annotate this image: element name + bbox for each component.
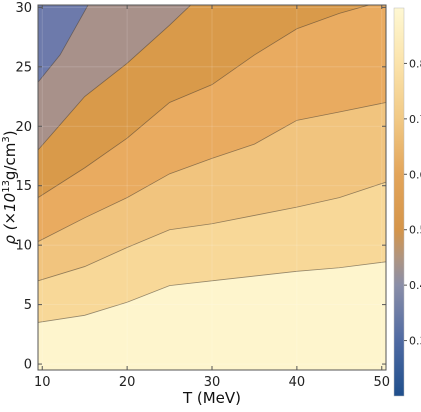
y-axis-label-close: ) [1,130,19,136]
y-tick-label: 10 [15,239,32,254]
y-tick-label: 25 [15,60,32,75]
x-axis-label: T (MeV) [182,389,241,407]
y-axis-label-exponent: 13 [1,180,12,193]
colorbar-tick-label: 0.3 [409,335,421,348]
contour-line [38,261,386,323]
y-tick-label: 0 [24,358,32,373]
y-tick-label: 20 [15,120,32,135]
contour-line [38,5,370,198]
x-tick-label: 20 [119,375,136,390]
colorbar [393,7,405,397]
y-tick-label: 15 [15,179,32,194]
x-tick-label: 30 [204,375,221,390]
contour-line [38,5,89,83]
contour-line [38,5,192,151]
y-axis-label-main: ρ (×10 [1,193,19,245]
x-tick-label: 10 [34,375,51,390]
colorbar-tick-label: 0.7 [409,113,421,126]
x-tick-label: 40 [289,375,306,390]
colorbar-tick-label: 0.8 [409,57,421,70]
y-axis-label-unit-exponent: 3 [1,136,12,142]
contour-line [38,102,386,242]
colorbar-tick-label: 0.6 [409,168,421,181]
x-tick-label: 50 [373,375,390,390]
grid [38,5,386,370]
contour-line [38,181,386,282]
y-axis-label: ρ (×1013g/cm3) [1,130,19,244]
y-tick-label: 5 [24,298,32,313]
y-tick-label: 30 [15,1,32,16]
plot-area [38,5,386,370]
colorbar-tick-label: 0.5 [409,224,421,237]
contour-band [38,261,386,370]
axes: 10 20 30 40 50 0 5 10 15 20 25 30 [15,1,390,390]
colorbar-ticks: 0.3 0.4 0.5 0.6 0.7 0.8 [404,57,421,348]
colorbar-tick-label: 0.4 [409,279,421,292]
y-axis-label-unit: g/cm [1,143,19,180]
